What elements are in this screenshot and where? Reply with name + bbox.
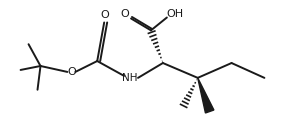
Text: OH: OH [166, 9, 183, 19]
Text: O: O [67, 67, 76, 77]
Text: O: O [101, 9, 110, 20]
Polygon shape [198, 78, 214, 113]
Text: NH: NH [122, 73, 138, 83]
Text: O: O [121, 9, 130, 19]
